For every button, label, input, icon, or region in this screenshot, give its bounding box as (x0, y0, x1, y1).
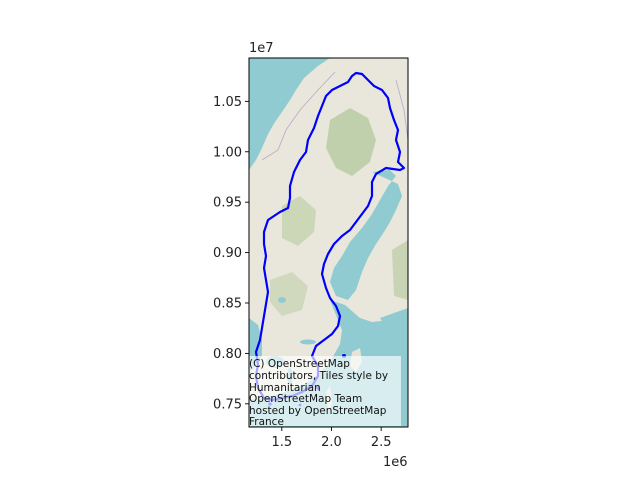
attribution-line-4: OpenStreetMap Team (249, 393, 362, 405)
forest-south (270, 272, 308, 316)
y-tick-label-6: 1.05 (213, 95, 242, 110)
norwegian-sea (249, 58, 330, 170)
norway-border-line (261, 71, 336, 161)
forest-mid (282, 196, 316, 246)
attribution-line-2: contributors, Tiles style by (249, 370, 388, 382)
finland-border-line (395, 79, 408, 141)
y-tick-label-0: 0.75 (213, 397, 242, 412)
attribution-line-5: hosted by OpenStreetMap (249, 405, 387, 417)
attribution: (C) OpenStreetMap contributors, Tiles st… (249, 356, 401, 428)
lake-siljan (278, 297, 286, 303)
y-axis-ticks: 0.75 0.80 0.85 0.90 0.95 1.00 1.05 (213, 95, 249, 412)
x-axis-ticks: 1.5 2.0 2.5 (271, 427, 392, 450)
y-axis-exponent: 1e7 (249, 41, 274, 56)
x-tick-label-2: 2.5 (371, 435, 392, 450)
attribution-line-6: France (249, 416, 284, 428)
x-axis-exponent: 1e6 (383, 455, 408, 470)
y-tick-label-5: 1.00 (213, 145, 242, 160)
attribution-line-3: Humanitarian (249, 382, 321, 394)
axes-frame (248, 57, 409, 428)
x-tick-label-0: 1.5 (271, 435, 292, 450)
x-tick-label-1: 2.0 (321, 435, 342, 450)
forest-finland (392, 240, 408, 300)
gulf-of-bothnia (330, 170, 402, 300)
attribution-background (249, 356, 401, 426)
y-tick-label-3: 0.90 (213, 246, 242, 261)
lake-malaren (300, 339, 316, 345)
forest-north (326, 108, 376, 176)
y-tick-label-1: 0.80 (213, 347, 242, 362)
y-tick-label-4: 0.95 (213, 196, 242, 211)
y-tick-label-2: 0.85 (213, 296, 242, 311)
attribution-line-1: (C) OpenStreetMap (249, 358, 350, 370)
gulf-of-finland (380, 308, 408, 330)
